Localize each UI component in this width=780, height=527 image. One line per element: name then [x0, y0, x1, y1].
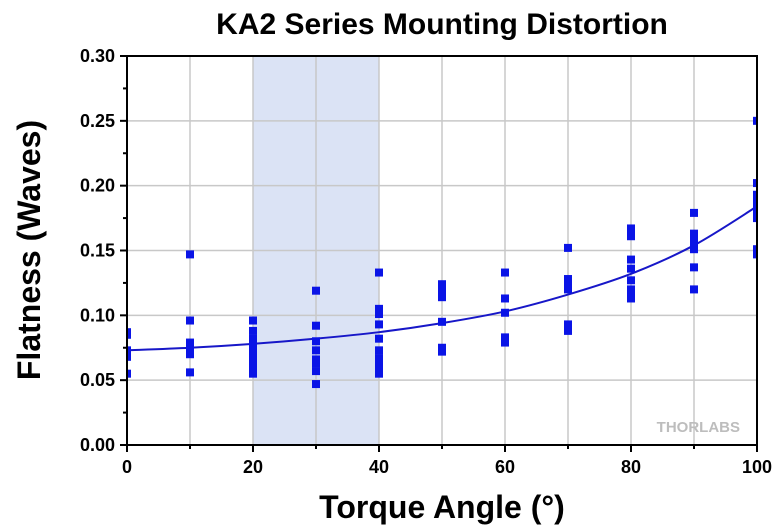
data-point: [627, 255, 635, 264]
data-point: [501, 294, 509, 303]
data-point: [690, 245, 698, 254]
y-tick-label: 0.20: [80, 176, 115, 196]
data-point: [690, 238, 698, 247]
data-point: [186, 250, 194, 259]
x-tick-label: 100: [742, 457, 772, 477]
data-point: [753, 214, 757, 223]
data-point: [438, 343, 446, 352]
x-tick-label: 60: [495, 457, 515, 477]
data-point: [627, 294, 635, 303]
data-point: [438, 317, 446, 326]
data-point: [501, 308, 509, 317]
y-tick-label: 0.25: [80, 111, 115, 131]
data-point: [564, 280, 572, 289]
data-point: [186, 338, 194, 347]
data-point: [438, 285, 446, 294]
data-point: [249, 334, 257, 343]
data-point: [375, 359, 383, 368]
data-point: [564, 326, 572, 335]
data-point: [627, 224, 635, 233]
data-point: [690, 285, 698, 294]
data-point: [312, 337, 320, 346]
data-point: [690, 229, 698, 238]
y-axis-label: Flatness (Waves): [11, 120, 47, 380]
data-point: [375, 268, 383, 277]
data-point: [127, 352, 131, 361]
data-point: [375, 364, 383, 373]
data-point: [312, 286, 320, 295]
data-points: [127, 116, 757, 389]
data-point: [564, 243, 572, 252]
data-point: [753, 207, 757, 216]
y-tick-label: 0.10: [80, 305, 115, 325]
tick-marks: [120, 55, 758, 452]
watermark-logo: THORLABS: [657, 419, 740, 436]
data-point: [312, 355, 320, 364]
x-tick-labels: 0 20 40 60 80 100: [122, 457, 772, 477]
data-point: [753, 197, 757, 206]
y-tick-label: 0.30: [80, 46, 115, 66]
data-point: [627, 264, 635, 273]
data-point: [375, 310, 383, 319]
data-point: [375, 304, 383, 313]
data-point: [438, 280, 446, 289]
x-tick-label: 80: [621, 457, 641, 477]
data-point: [312, 321, 320, 330]
data-point: [127, 346, 131, 355]
data-point: [375, 320, 383, 329]
data-point: [186, 316, 194, 325]
data-point: [127, 369, 131, 378]
data-point: [753, 202, 757, 211]
x-axis-label: Torque Angle (°): [319, 489, 565, 525]
data-point: [312, 380, 320, 389]
fit-curve-group: [126, 205, 758, 352]
data-point: [501, 268, 509, 277]
data-point: [249, 316, 257, 325]
grid-lines: [127, 56, 757, 445]
x-tick-label: 20: [243, 457, 263, 477]
data-point: [249, 326, 257, 335]
data-point: [375, 369, 383, 378]
data-point: [753, 245, 757, 254]
data-point: [249, 355, 257, 364]
data-point: [312, 346, 320, 355]
y-tick-label: 0.00: [80, 435, 115, 455]
data-point: [690, 208, 698, 217]
data-point: [375, 346, 383, 355]
data-point: [501, 338, 509, 347]
data-point: [753, 179, 757, 188]
data-point: [127, 328, 131, 337]
y-tick-label: 0.15: [80, 241, 115, 261]
data-point: [753, 250, 757, 259]
data-point: [690, 263, 698, 272]
data-point: [249, 361, 257, 370]
chart-title: KA2 Series Mounting Distortion: [216, 8, 668, 41]
data-point: [627, 276, 635, 285]
data-point: [186, 368, 194, 377]
data-point: [501, 333, 509, 342]
y-tick-labels: 0.00 0.05 0.10 0.15 0.20 0.25 0.30: [80, 46, 115, 455]
data-point: [249, 342, 257, 351]
data-point: [564, 320, 572, 329]
x-tick-label: 0: [122, 457, 132, 477]
data-point: [312, 367, 320, 376]
y-tick-label: 0.05: [80, 370, 115, 390]
data-point: [375, 334, 383, 343]
data-point: [627, 285, 635, 294]
fit-curve: [126, 205, 758, 352]
data-point: [375, 354, 383, 363]
data-point: [753, 116, 757, 125]
data-point: [564, 285, 572, 294]
x-tick-label: 40: [369, 457, 389, 477]
data-point: [564, 275, 572, 284]
data-point: [753, 190, 757, 199]
data-point: [249, 348, 257, 357]
